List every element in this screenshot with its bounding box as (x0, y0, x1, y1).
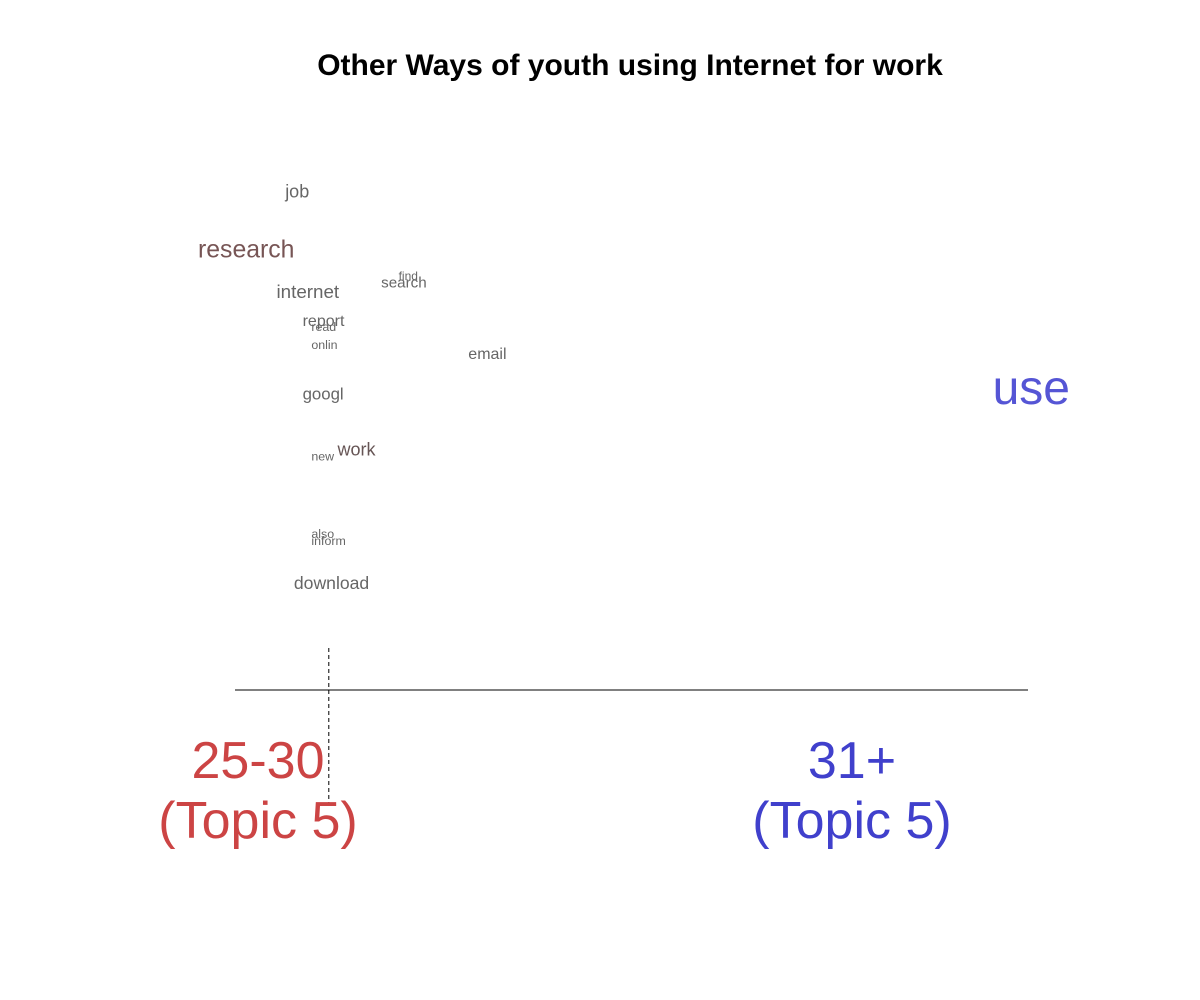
word-download: download (294, 573, 369, 593)
word-read: read (311, 320, 336, 334)
word-search: search (381, 275, 427, 292)
word-work: work (337, 440, 377, 460)
word-onlin: onlin (311, 338, 337, 352)
word-find: find (399, 269, 418, 283)
word-report: report (303, 313, 345, 330)
right-group-label-line2: (Topic 5) (752, 792, 951, 850)
word-googl: googl (303, 385, 344, 404)
word-also: also (311, 527, 334, 541)
word-research: research (198, 237, 294, 264)
chart-title: Other Ways of youth using Internet for w… (317, 49, 943, 82)
word-use: use (993, 362, 1070, 415)
word-internet: internet (277, 281, 340, 302)
right-group-label-line1: 31+ (808, 732, 896, 790)
left-group-label-line2: (Topic 5) (158, 792, 357, 850)
word-inform: inform (311, 534, 345, 548)
word-job: job (284, 181, 309, 201)
word-new: new (311, 449, 334, 463)
word-email: email (468, 346, 506, 363)
left-group-label-line1: 25-30 (192, 732, 325, 790)
